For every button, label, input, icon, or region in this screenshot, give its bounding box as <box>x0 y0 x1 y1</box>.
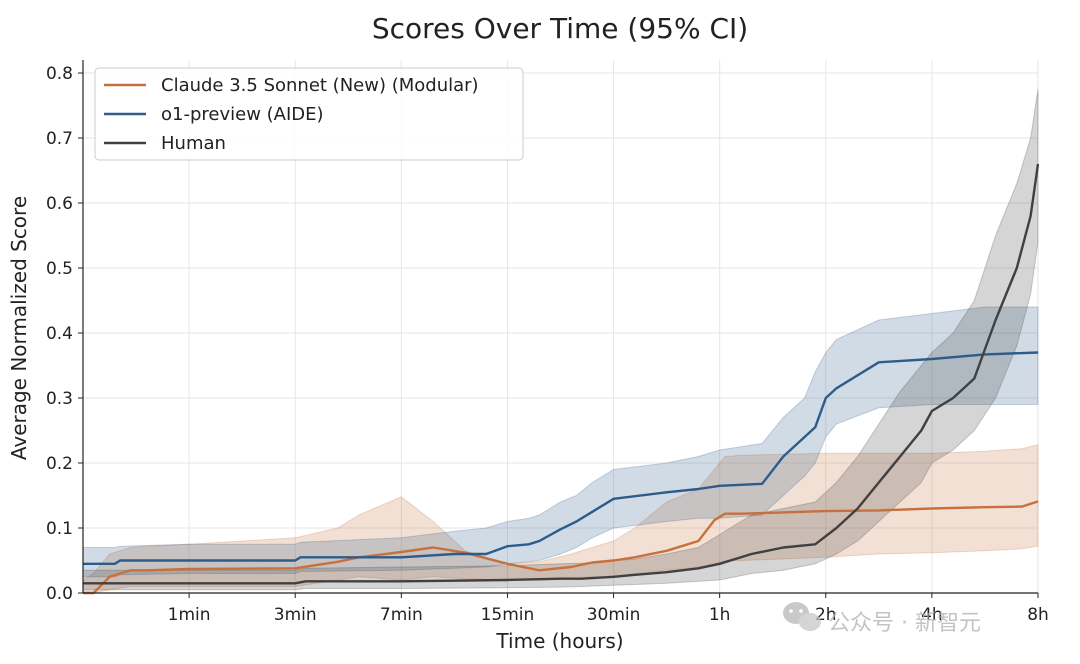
x-tick-label: 15min <box>481 605 535 625</box>
axes <box>78 60 1039 598</box>
y-tick-label: 0.2 <box>46 454 73 474</box>
x-tick-label: 3min <box>274 605 317 625</box>
tick-labels: 0.0 0.1 0.2 0.3 0.4 0.5 0.6 0.7 0.8 1min 3min 7min 1… <box>46 64 1049 625</box>
y-tick-label: 0.1 <box>46 519 73 539</box>
x-tick-label: 1min <box>168 605 211 625</box>
y-tick-label: 0.7 <box>46 129 73 149</box>
series-line-claude <box>83 500 1039 595</box>
x-tick-label: 30min <box>587 605 641 625</box>
series-line-human <box>83 163 1040 585</box>
ci-band-human <box>82 89 1039 591</box>
legend: Claude 3.5 Sonnet (New) (Modular) o1-pre… <box>94 67 524 161</box>
x-tick-label: 8h <box>1027 605 1049 625</box>
chart-title: Scores Over Time (95% CI) <box>372 12 748 45</box>
y-tick-label: 0.5 <box>46 259 73 279</box>
watermark-text: 公众号 · 新智元 <box>828 611 981 636</box>
series-line-o1 <box>83 351 1039 565</box>
legend-box <box>94 67 524 161</box>
ci-band-o1 <box>82 306 1039 578</box>
watermark: 公众号 · 新智元 <box>783 602 981 636</box>
y-tick-label: 0.4 <box>46 324 73 344</box>
y-tick-label: 0.6 <box>46 194 73 214</box>
y-tick-label: 0.3 <box>46 389 73 409</box>
y-tick-label: 0.0 <box>46 584 73 604</box>
series-lines <box>83 163 1040 595</box>
legend-label-o1: o1-preview (AIDE) <box>161 104 324 125</box>
x-tick-label: 7min <box>380 605 423 625</box>
y-tick-label: 0.8 <box>46 64 73 84</box>
wechat-icon <box>783 602 821 631</box>
ci-band-claude <box>82 444 1039 594</box>
x-tick-label: 4h <box>921 605 943 625</box>
legend-label-human: Human <box>161 133 226 154</box>
y-axis-label: Average Normalized Score <box>7 196 31 460</box>
x-axis-label: Time (hours) <box>495 629 623 653</box>
legend-label-claude: Claude 3.5 Sonnet (New) (Modular) <box>161 75 479 96</box>
x-tick-label: 1h <box>709 605 731 625</box>
confidence-bands <box>82 89 1039 594</box>
